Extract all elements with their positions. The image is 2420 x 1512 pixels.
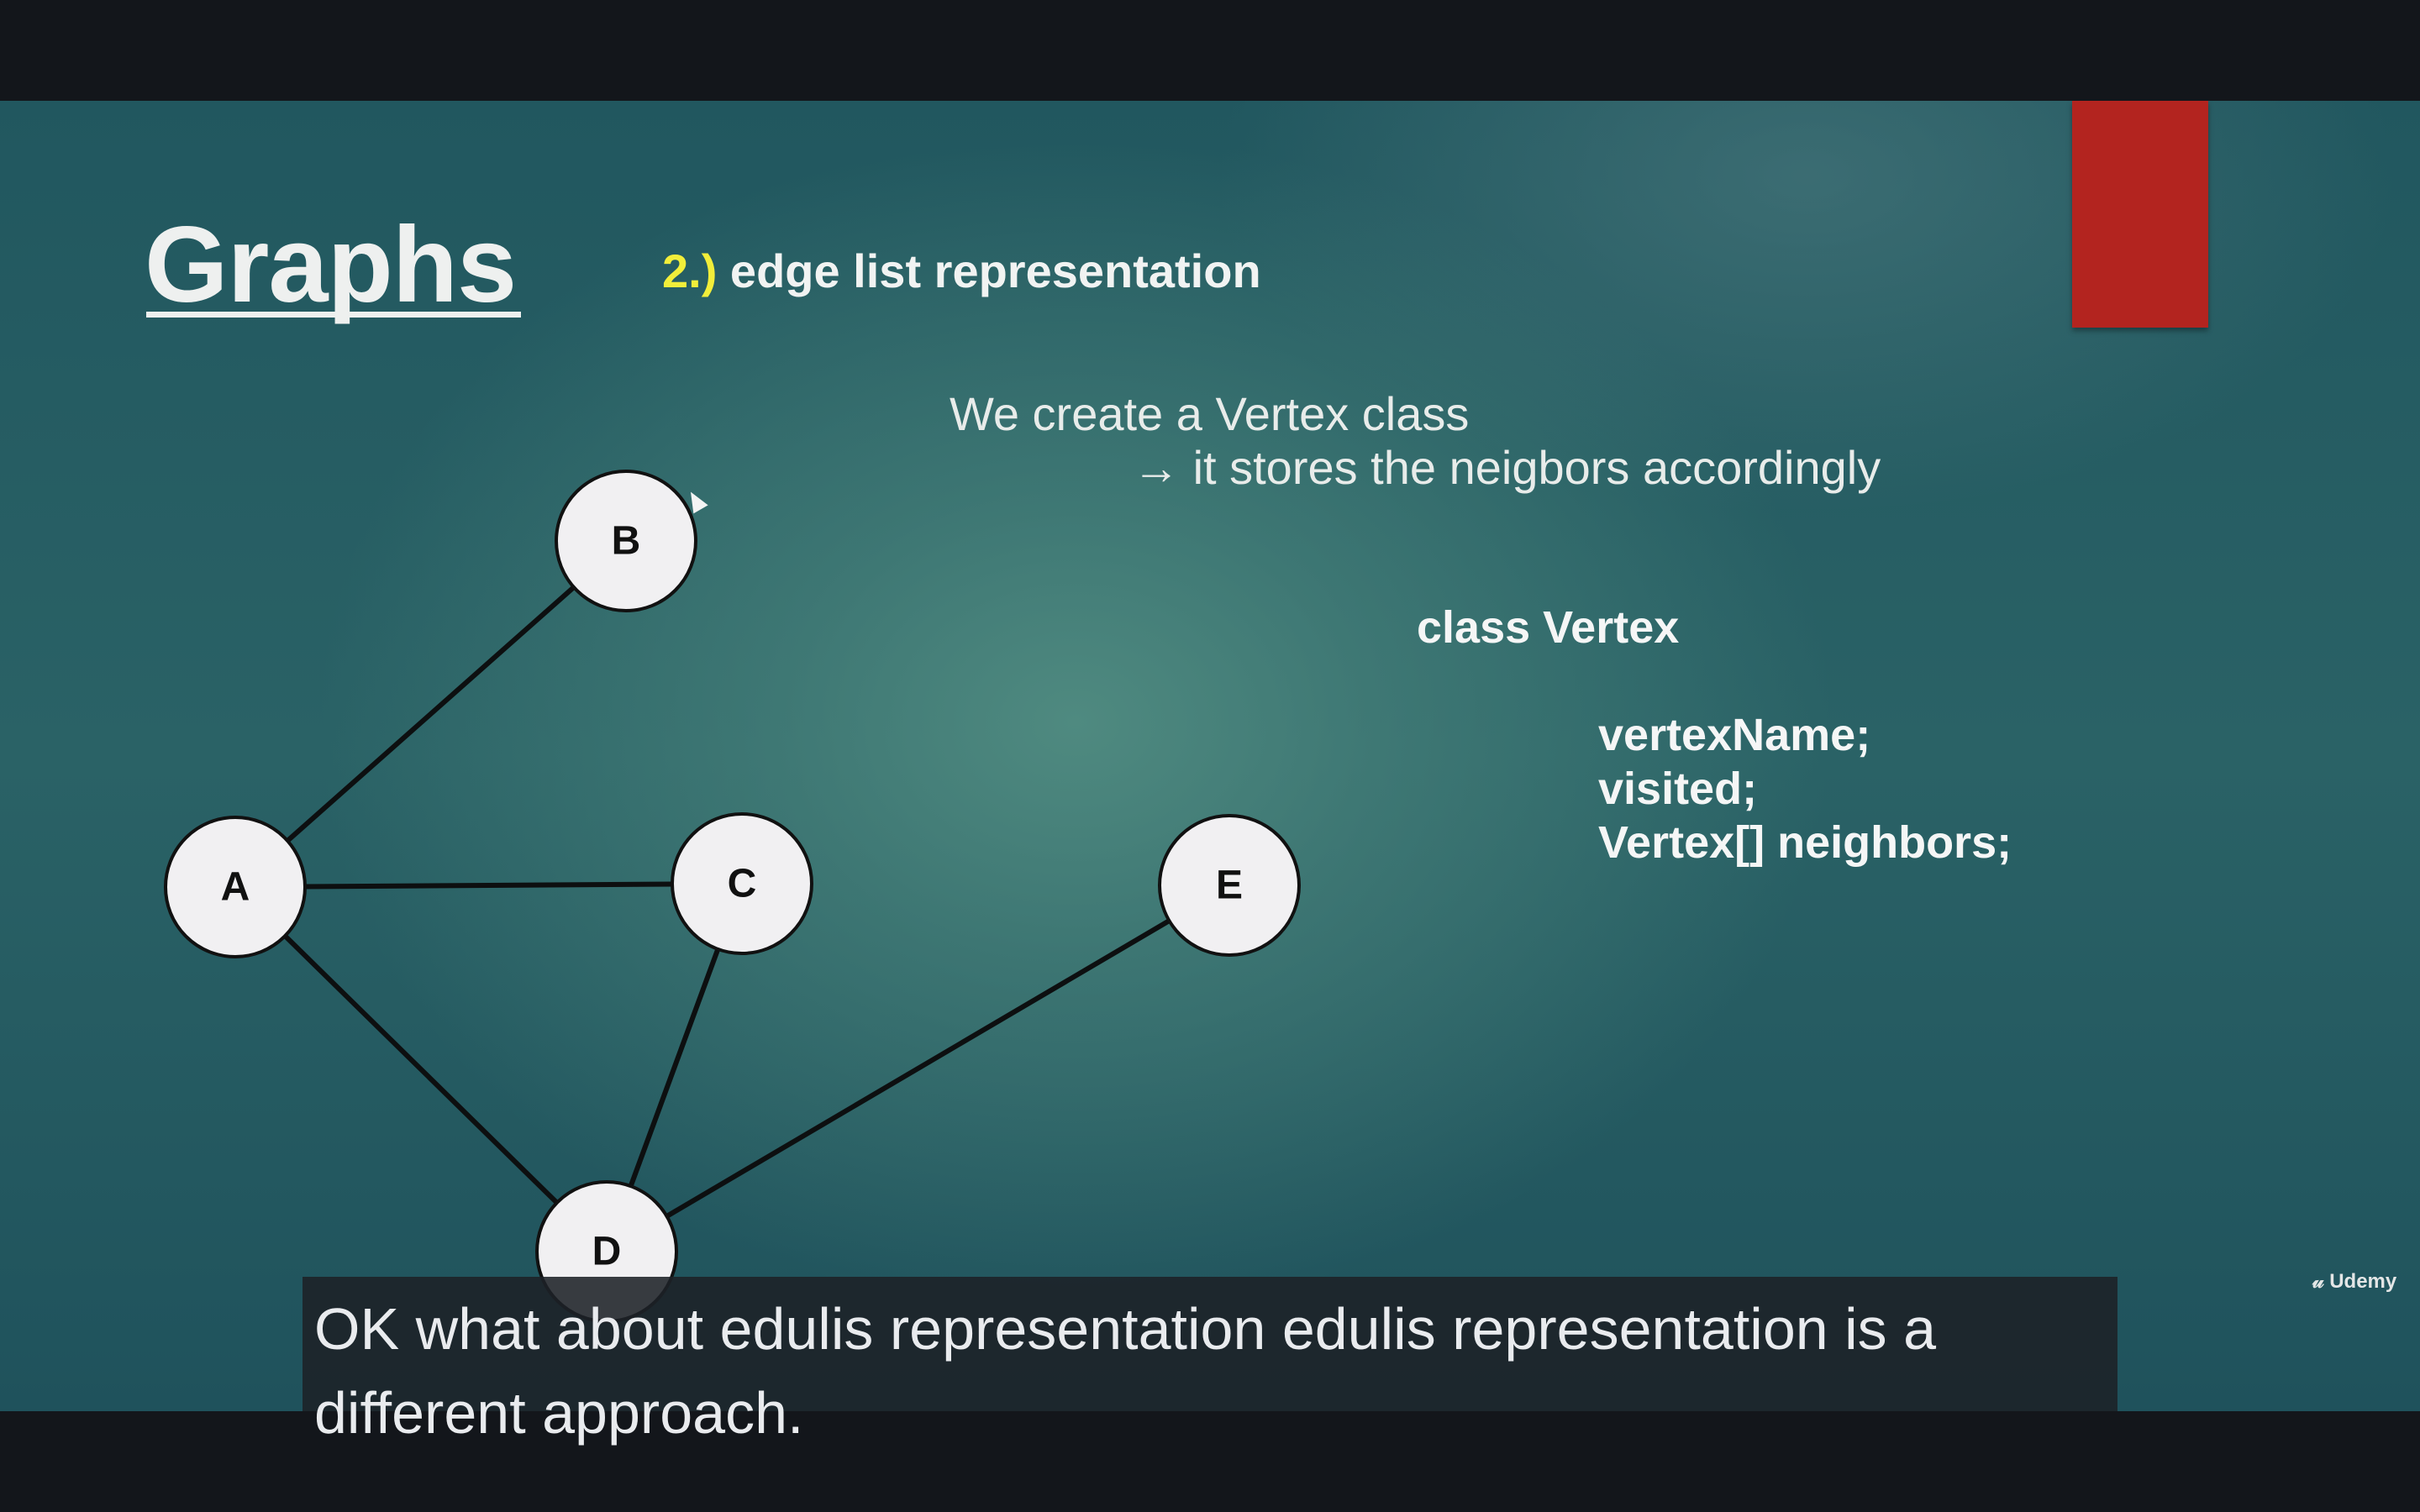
red-decor-block	[2072, 101, 2208, 328]
slide-subtitle: 2.) edge list representation	[662, 244, 1261, 298]
subtitle-number: 2.)	[662, 244, 718, 297]
description-line-1: We create a Vertex class	[950, 387, 1470, 440]
node-b	[555, 470, 697, 612]
slide-title: Graphs	[145, 205, 517, 325]
udemy-u-icon: 𝓊	[2312, 1270, 2324, 1293]
edge-a-d	[233, 885, 609, 1254]
node-a	[164, 816, 307, 958]
description-line-2-text: it stores the neigbors accordingly	[1192, 441, 1881, 494]
code-class-declaration: class Vertex	[1417, 602, 1680, 653]
node-a-label: A	[221, 865, 250, 910]
arrow-icon: →	[1133, 441, 1180, 494]
subtitle-caption: OK what about edulis representation edul…	[302, 1277, 2118, 1446]
subtitle-text: edge list representation	[729, 244, 1261, 297]
edge-a-c	[233, 881, 744, 890]
node-c-label: C	[728, 862, 757, 906]
edge-d-e	[604, 883, 1232, 1254]
node-c	[671, 812, 813, 955]
node-e	[1158, 814, 1301, 957]
graph-diagram: B A C E D	[164, 470, 1301, 1323]
lecture-slide: Graphs 2.) edge list representation We c…	[0, 101, 2420, 1411]
node-d-label: D	[592, 1230, 622, 1274]
node-e-label: E	[1216, 864, 1243, 908]
edge-a-b	[233, 538, 629, 890]
caption-text: OK what about edulis representation edul…	[314, 1296, 1937, 1446]
node-b-label: B	[612, 519, 641, 564]
code-field-visited: visited;	[1598, 764, 1758, 814]
letterbox-top	[0, 0, 2420, 101]
description-line-2: → it stores the neigbors accordingly	[1133, 440, 1881, 495]
letterbox-bottom	[0, 1411, 2420, 1512]
title-underline	[146, 312, 521, 318]
code-field-neighbors: Vertex[] neighbors;	[1598, 817, 2012, 868]
udemy-watermark: 𝓊 Udemy	[2312, 1270, 2396, 1294]
udemy-logo-text: Udemy	[2329, 1270, 2397, 1293]
code-field-vertexname: vertexName;	[1598, 710, 1871, 760]
